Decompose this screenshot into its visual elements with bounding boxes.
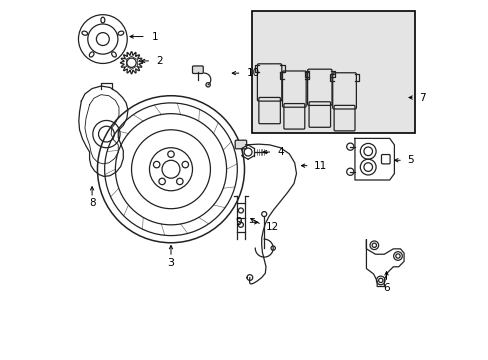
Text: 9: 9: [235, 217, 241, 227]
Text: 3: 3: [167, 258, 174, 268]
FancyBboxPatch shape: [192, 66, 203, 73]
Text: 4: 4: [277, 147, 284, 157]
Bar: [251, 12, 414, 134]
Text: 12: 12: [265, 222, 279, 232]
Text: 2: 2: [156, 56, 163, 66]
Text: 10: 10: [246, 68, 259, 78]
Text: 7: 7: [419, 93, 425, 103]
Text: 6: 6: [383, 283, 389, 293]
Text: 11: 11: [313, 161, 326, 171]
Text: 5: 5: [407, 155, 413, 165]
Text: 1: 1: [152, 32, 158, 41]
Text: 8: 8: [89, 198, 95, 208]
FancyBboxPatch shape: [235, 140, 246, 149]
